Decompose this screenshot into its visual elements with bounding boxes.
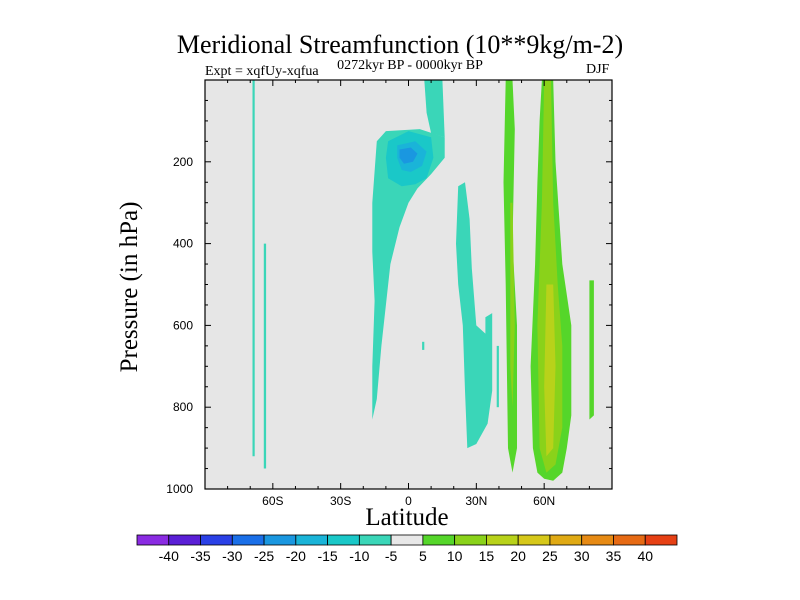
- subtitle-period: 0272kyr BP - 0000kyr BP: [337, 58, 483, 73]
- contour-region-tropical-core-minus20: [399, 147, 418, 164]
- colorbar-swatch: [581, 534, 614, 546]
- colorbar-label: -15: [317, 548, 337, 564]
- subtitle-season: DJF: [586, 62, 610, 77]
- x-axis-label: Latitude: [365, 504, 449, 531]
- axes: 60S 30S 0 30N 60N 200 400 600 800 1000: [166, 79, 613, 508]
- y-tick-label: 400: [173, 237, 193, 251]
- colorbar-swatch: [549, 534, 583, 546]
- colorbar-label: -35: [190, 548, 210, 564]
- contour-region-tropical-upper-cell: [372, 129, 445, 420]
- colorbar-label: -10: [349, 548, 369, 564]
- y-tick-label: 1000: [166, 482, 193, 496]
- colorbar-swatch: [136, 534, 170, 546]
- contour-region-nh-small-cell: [496, 345, 499, 408]
- colorbar-swatch: [358, 534, 392, 546]
- contour-region-tropical-upper-strat-tail: [424, 80, 445, 138]
- colorbar-swatch: [454, 534, 487, 546]
- colorbar-label: -5: [385, 548, 398, 564]
- colorbar-label: 20: [510, 548, 526, 564]
- y-tick-label: 800: [173, 400, 193, 414]
- y-tick-label: 600: [173, 318, 193, 332]
- colorbar-label: 40: [637, 548, 653, 564]
- contour-region-nh-midlat-plus10: [510, 202, 515, 408]
- colorbar-swatch: [168, 534, 201, 546]
- colorbar-label: 35: [606, 548, 622, 564]
- x-tick-label: 30S: [330, 494, 351, 508]
- contour-region-nh-subtropical-dot: [422, 341, 425, 350]
- colorbar-label: -40: [159, 548, 179, 564]
- colorbar-swatch: [263, 534, 297, 546]
- chart-title: Meridional Streamfunction (10**9kg/m-2): [176, 30, 624, 59]
- contour-region-nh-polar-plus5: [589, 280, 594, 420]
- x-tick-label: 60S: [262, 494, 283, 508]
- subtitle-experiment: Expt = xqfUy-xqfua: [205, 64, 319, 79]
- colorbar-swatch: [644, 534, 678, 546]
- colorbar-label: 25: [542, 548, 558, 564]
- contour-region-sh-high-lat-cell-b: [263, 243, 267, 469]
- x-tick-label: 30N: [465, 494, 487, 508]
- contour-region-nh-highlat-plus10: [537, 80, 563, 473]
- x-tick-label: 60N: [533, 494, 555, 508]
- colorbar-swatch: [517, 534, 551, 546]
- colorbar-label: 10: [447, 548, 463, 564]
- colorbar-label: -20: [286, 548, 306, 564]
- colorbar-swatch: [231, 534, 265, 546]
- y-tick-label: 200: [173, 155, 193, 169]
- colorbar-label: -25: [254, 548, 274, 564]
- colorbar-swatch: [613, 534, 646, 546]
- colorbar-swatch: [200, 534, 233, 546]
- contour-region-nh-midlat-plus5: [503, 80, 517, 473]
- contour-region-nh-highlat-plus15: [544, 284, 556, 457]
- colorbar-label: -30: [222, 548, 242, 564]
- colorbar-swatch: [422, 534, 456, 546]
- contour-region-sh-high-lat-cell-a: [252, 80, 255, 457]
- colorbar: -40 -35 -30 -25 -20 -15 -10 -5 5 10 15 20 25 30 35 40: [136, 534, 678, 564]
- colorbar-swatch: [327, 534, 360, 546]
- contour-region-nh-subtropical-cell: [456, 182, 493, 449]
- contour-regions: [252, 80, 594, 481]
- x-tick-label: 0: [405, 494, 412, 508]
- colorbar-label: 5: [419, 548, 427, 564]
- colorbar-swatch: [486, 534, 519, 546]
- y-axis-label: Pressure (in hPa): [116, 201, 143, 373]
- colorbar-label: 30: [574, 548, 590, 564]
- colorbar-label: 15: [479, 548, 495, 564]
- colorbar-swatch: [390, 534, 424, 546]
- colorbar-swatch: [295, 534, 328, 546]
